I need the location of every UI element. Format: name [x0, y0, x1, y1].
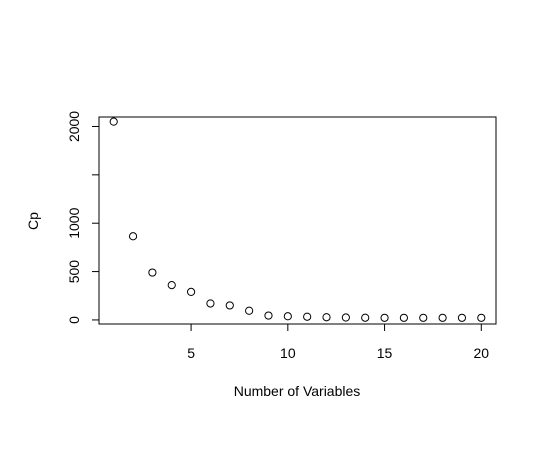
data-point [206, 299, 215, 308]
data-point [477, 313, 486, 322]
data-point [341, 313, 350, 322]
data-point [322, 313, 331, 322]
y-tick-label: 500 [66, 260, 82, 284]
data-point [438, 313, 447, 322]
data-point [283, 312, 292, 321]
data-point [361, 313, 370, 322]
data-point [225, 301, 234, 310]
data-point [303, 312, 312, 321]
x-tick-label: 10 [280, 345, 296, 361]
y-tick-label: 2000 [66, 111, 82, 142]
data-point [245, 306, 254, 315]
data-point [419, 313, 428, 322]
x-tick-label: 20 [474, 345, 490, 361]
data-point [167, 281, 176, 290]
x-tick-label: 5 [187, 345, 195, 361]
data-point [128, 232, 138, 241]
data-point [148, 268, 157, 277]
y-tick-label: 1000 [66, 207, 82, 238]
data-point [380, 313, 389, 322]
y-tick-label: 0 [66, 316, 82, 324]
y-axis: 0 500 1000 2000 [66, 111, 100, 324]
x-axis: 5 10 15 20 [187, 323, 490, 361]
data-point [457, 313, 467, 322]
data-point [264, 311, 273, 320]
y-axis-label: Cp [25, 212, 41, 230]
data-point [186, 287, 196, 296]
x-axis-label: Number of Variables [234, 383, 361, 399]
data-points [109, 117, 486, 322]
x-tick-label: 15 [377, 345, 393, 361]
data-point [109, 117, 118, 126]
plot-frame [98, 116, 497, 325]
data-point [399, 313, 409, 322]
